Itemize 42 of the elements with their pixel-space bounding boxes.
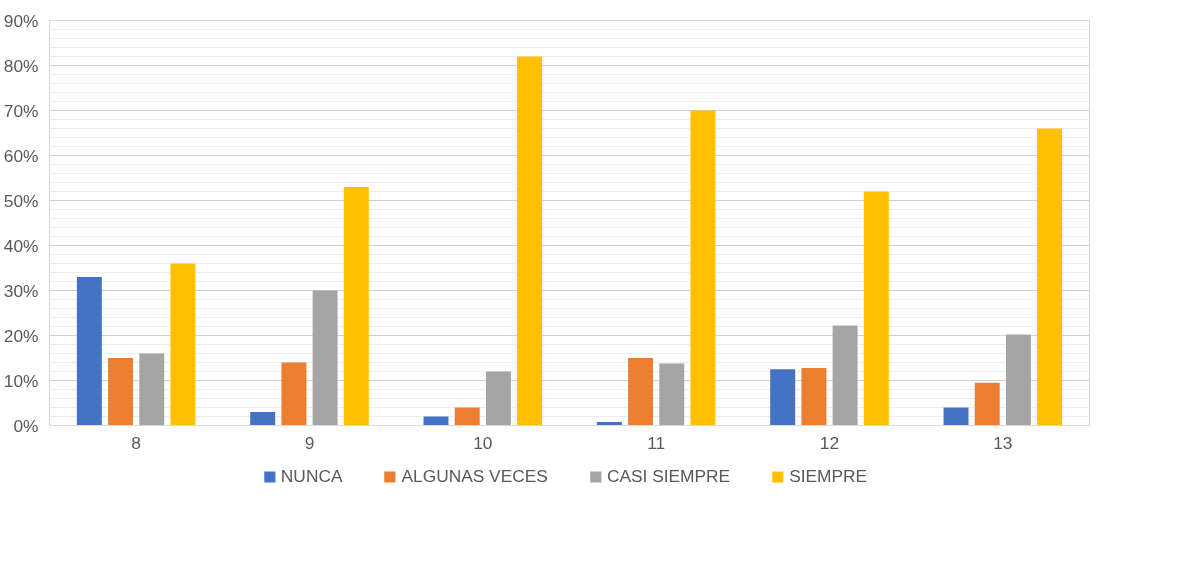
- bar: [974, 382, 1000, 426]
- bar: [343, 187, 369, 426]
- y-tick-label: 90%: [3, 10, 39, 31]
- bar: [801, 367, 827, 426]
- x-tick-label: 12: [819, 432, 840, 453]
- y-tick-label: 50%: [3, 190, 39, 211]
- bar: [943, 407, 969, 426]
- bar: [832, 325, 858, 426]
- x-tick-label: 9: [304, 432, 315, 453]
- y-tick-label: 40%: [3, 235, 39, 256]
- y-tick-label: 10%: [3, 370, 39, 391]
- bar: [1037, 128, 1063, 426]
- legend-label: CASI SIEMPRE: [606, 465, 731, 487]
- y-tick-label: 0%: [13, 415, 39, 436]
- bar: [76, 277, 102, 426]
- bar: [312, 290, 338, 426]
- legend-label: ALGUNAS VECES: [401, 465, 548, 487]
- bar: [770, 369, 796, 426]
- x-tick-label: 10: [473, 432, 493, 453]
- x-tick-label: 8: [131, 432, 141, 453]
- x-tick-label: 13: [993, 432, 1013, 453]
- bar: [281, 362, 307, 426]
- legend-label: NUNCA: [280, 465, 343, 487]
- y-tick-label: 20%: [3, 325, 39, 346]
- y-tick-label: 30%: [3, 280, 39, 301]
- x-tick-label: 11: [647, 432, 666, 453]
- bar: [454, 407, 480, 426]
- bar: [659, 363, 685, 426]
- legend-label: SIEMPRE: [789, 465, 868, 487]
- bar: [485, 371, 511, 426]
- y-tick-label: 70%: [3, 100, 39, 121]
- bar: [628, 358, 654, 426]
- bar: [690, 110, 716, 426]
- bar: [863, 191, 889, 426]
- bar: [1005, 334, 1031, 426]
- bar: [250, 412, 276, 426]
- y-tick-label: 60%: [3, 145, 39, 166]
- bar: [139, 353, 165, 426]
- y-tick-label: 80%: [3, 55, 39, 76]
- bar: [170, 263, 196, 426]
- bar: [517, 56, 543, 426]
- bar: [108, 358, 134, 426]
